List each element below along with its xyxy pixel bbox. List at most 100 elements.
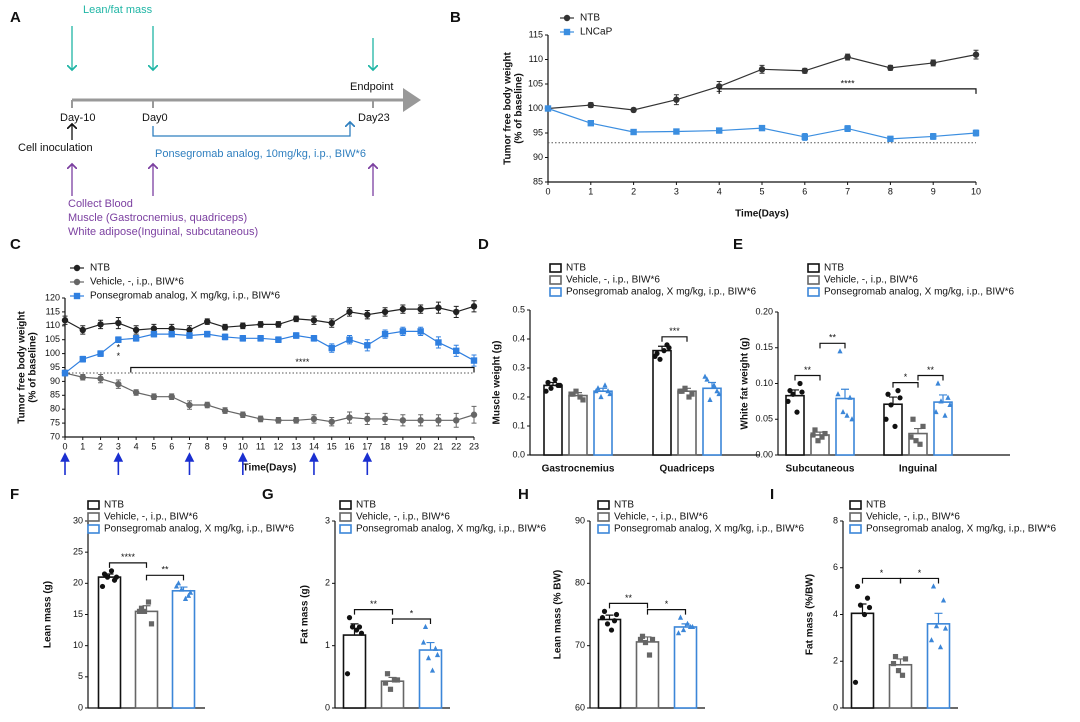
- marker: [937, 644, 944, 650]
- marker: [604, 621, 611, 627]
- marker: [417, 417, 424, 424]
- legend-swatch: [339, 512, 352, 522]
- x-tick-label: 9: [223, 441, 228, 451]
- marker: [892, 423, 898, 429]
- y-tick-label: 0.20: [755, 306, 773, 316]
- x-tick-label: Quadriceps: [659, 464, 714, 475]
- x-tick-label: 13: [291, 441, 301, 451]
- panel-letter: D: [478, 236, 489, 253]
- marker: [837, 348, 843, 354]
- marker: [399, 305, 407, 313]
- x-tick-label: 4: [717, 186, 722, 196]
- collection-label: Muscle (Gastrocnemius, quadriceps): [68, 212, 247, 224]
- marker: [435, 417, 442, 424]
- error-bar: [599, 387, 607, 392]
- marker: [97, 350, 104, 357]
- significance-bracket: [391, 618, 432, 624]
- legend-label: NTB: [90, 263, 110, 274]
- marker: [801, 67, 808, 74]
- x-tick-label: 8: [888, 186, 893, 196]
- marker: [115, 380, 122, 388]
- marker: [275, 417, 282, 424]
- marker: [328, 319, 335, 327]
- bar: [171, 590, 196, 709]
- y-tick-label: 0.15: [755, 342, 773, 352]
- marker: [637, 636, 644, 643]
- marker: [145, 599, 152, 605]
- y-tick-label: 8: [833, 515, 838, 525]
- marker: [364, 415, 371, 423]
- marker: [391, 677, 398, 683]
- marker: [328, 344, 335, 352]
- x-tick-label: 17: [362, 441, 372, 451]
- marker: [611, 618, 618, 624]
- legend-label: Vehicle, -, i.p., BIW*6: [614, 512, 708, 523]
- legend-swatch: [807, 275, 820, 285]
- marker: [136, 608, 143, 614]
- legend-label: Ponsegromab analog, X mg/kg, i.p., BIW*6: [866, 524, 1057, 535]
- marker: [221, 333, 229, 341]
- marker: [897, 395, 903, 401]
- significance-label: *: [117, 342, 121, 352]
- significance-bracket: [917, 374, 944, 381]
- marker: [186, 326, 193, 334]
- significance-label: ***: [669, 326, 680, 336]
- bar: [635, 641, 660, 709]
- significance-label: *: [665, 599, 669, 609]
- marker: [168, 393, 175, 400]
- marker: [895, 388, 901, 394]
- bar: [926, 623, 951, 709]
- marker: [435, 304, 442, 311]
- x-axis-label: Time(Days): [243, 463, 297, 474]
- marker: [148, 621, 155, 627]
- day-label: Day23: [358, 112, 390, 124]
- bar: [593, 390, 613, 456]
- marker: [689, 391, 695, 397]
- panel-letter: G: [262, 486, 274, 503]
- y-tick-label: 60: [575, 702, 585, 712]
- significance-bracket: [899, 577, 940, 584]
- legend-swatch: [849, 524, 862, 534]
- panel-letter: A: [10, 9, 21, 26]
- marker: [864, 595, 871, 601]
- marker: [716, 390, 722, 397]
- y-tick-label: 6: [833, 562, 838, 572]
- significance-label: ****: [841, 78, 856, 88]
- marker: [104, 574, 111, 580]
- marker: [79, 326, 86, 334]
- marker: [892, 653, 899, 660]
- significance-label: *: [918, 568, 922, 578]
- marker: [417, 328, 424, 335]
- marker: [630, 106, 637, 114]
- legend-label: Vehicle, -, i.p., BIW*6: [824, 275, 918, 286]
- y-axis-label: Fat mass (%/BW): [805, 574, 816, 655]
- significance-bracket: [661, 336, 688, 342]
- marker: [840, 408, 846, 415]
- marker: [972, 129, 980, 137]
- marker: [113, 574, 120, 580]
- panel-a: A Lean/fat mass Endpoint Day-10 Day0 Day…: [10, 4, 421, 238]
- y-tick-label: 2: [325, 578, 330, 588]
- y-tick-label: 90: [533, 152, 543, 162]
- marker: [716, 127, 723, 134]
- marker: [861, 611, 868, 618]
- marker: [913, 438, 919, 444]
- x-tick-label: 7: [187, 441, 192, 451]
- y-tick-label: 1: [325, 640, 330, 650]
- legend-swatch: [549, 275, 562, 285]
- bar: [677, 390, 697, 456]
- marker: [173, 583, 180, 589]
- error-bar: [934, 612, 943, 624]
- marker: [852, 679, 859, 685]
- marker: [599, 615, 606, 621]
- marker: [666, 345, 672, 351]
- marker: [649, 636, 656, 643]
- y-tick-label: 105: [45, 334, 60, 344]
- error-bar: [426, 641, 435, 651]
- marker: [607, 390, 613, 397]
- marker: [930, 59, 937, 67]
- significance-label: *: [904, 372, 908, 382]
- error-bar: [939, 394, 947, 403]
- x-tick-label: 5: [759, 186, 764, 196]
- significance-bracket: [892, 382, 919, 388]
